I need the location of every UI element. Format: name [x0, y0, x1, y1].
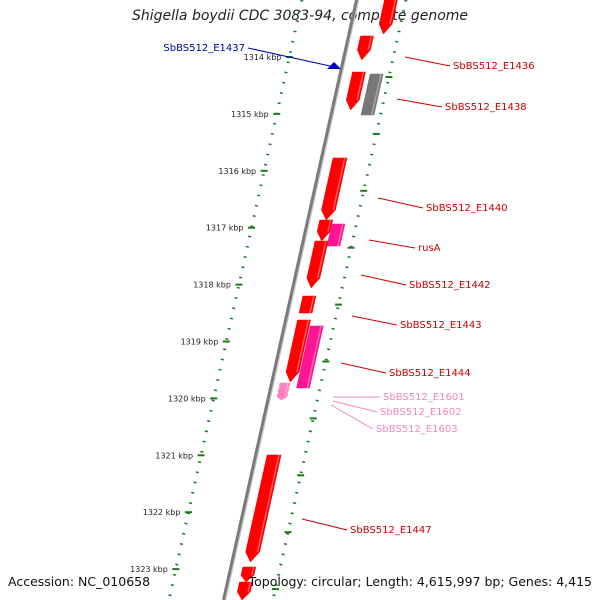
gene-sbbs512-e1443[interactable]: [298, 295, 317, 314]
genome-backbone-highlight: [225, 0, 359, 600]
label-leader-line: [301, 518, 348, 531]
gene-sbbs512-e1447[interactable]: [245, 454, 282, 563]
gene-label[interactable]: SbBS512_E1444: [389, 368, 471, 379]
label-leader-line: [396, 98, 443, 108]
topology-text: Topology: circular; Length: 4,615,997 bp…: [248, 574, 592, 589]
ruler-tick-label: 1319 kbp: [181, 338, 219, 347]
label-leader-line: [368, 239, 416, 249]
accession-text: Accession: NC_010658: [8, 574, 151, 589]
label-leader-line: [340, 362, 387, 374]
ruler-layer: 1314 kbp 1315 kbp 1316 kbp 1317 kbp 1318 kbp…: [130, 0, 408, 600]
ruler-tick-label: 1323 kbp: [130, 565, 168, 574]
gene-label[interactable]: SbBS512_E1602: [380, 407, 462, 418]
ruler-tick-label: 1314 kbp: [244, 53, 282, 62]
gene-label[interactable]: SbBS512_E1438: [445, 102, 527, 113]
gene-bottom-b[interactable]: [237, 581, 253, 600]
gene-label[interactable]: SbBS512_E1601: [383, 392, 465, 403]
backbone-layer: [222, 0, 359, 600]
ruler-tick-label: 1315 kbp: [231, 110, 269, 119]
label-leader-line: [247, 47, 331, 67]
gene-sbbs512-e1442[interactable]: [306, 240, 329, 289]
gene-sbbs512-e1436-b[interactable]: [357, 35, 374, 61]
label-layer: SbBS512_E1437 SbBS512_E1436 SbBS512_E1438 S…: [163, 43, 534, 536]
gene-label[interactable]: SbBS512_E1603: [376, 424, 458, 435]
ruler-tick-label: 1318 kbp: [193, 281, 231, 290]
ruler-dots-outer: [271, 0, 408, 600]
ruler-tick-label: 1322 kbp: [143, 508, 181, 517]
ruler-tick-label: 1321 kbp: [155, 451, 193, 460]
gene-label[interactable]: SbBS512_E1440: [426, 203, 508, 214]
ruler-dots-inner: [167, 0, 304, 600]
label-leader-line: [330, 404, 374, 430]
gene-sbbs512-e1438-a[interactable]: [346, 71, 366, 111]
gene-sbbs512-e1438-b[interactable]: [360, 73, 384, 116]
genome-backbone: [222, 0, 359, 600]
gene-sbbs512-e1437[interactable]: [327, 62, 341, 69]
label-leader-line: [332, 400, 378, 413]
gene-layer: [237, 0, 398, 600]
gene-sbbs512-e1436-a[interactable]: [378, 0, 398, 35]
gene-rusa[interactable]: [326, 223, 346, 247]
gene-label[interactable]: SbBS512_E1437: [163, 43, 245, 54]
gene-sbbs512-e1444-a[interactable]: [285, 319, 311, 383]
gene-label[interactable]: SbBS512_E1443: [400, 320, 482, 331]
ruler-tick-label: 1316 kbp: [218, 167, 256, 176]
gene-label[interactable]: SbBS512_E1442: [409, 280, 491, 291]
label-leader-line: [404, 56, 451, 67]
label-leader-line: [377, 197, 424, 209]
gene-label[interactable]: SbBS512_E1447: [350, 525, 432, 536]
label-leader-line: [351, 315, 398, 326]
gene-bottom-a[interactable]: [240, 566, 257, 583]
gene-sbbs512-e1444-b[interactable]: [296, 325, 324, 389]
gene-label[interactable]: rusA: [418, 243, 441, 254]
label-leader-line: [360, 274, 407, 286]
gene-label[interactable]: SbBS512_E1436: [453, 61, 535, 72]
gene-sbbs512-e1440-b[interactable]: [316, 219, 334, 242]
gene-sbbs512-e1603[interactable]: [276, 392, 289, 401]
ruler-tick-label: 1317 kbp: [206, 224, 244, 233]
gene-sbbs512-e1440[interactable]: [321, 157, 348, 221]
ruler-tick-label: 1320 kbp: [168, 394, 206, 403]
